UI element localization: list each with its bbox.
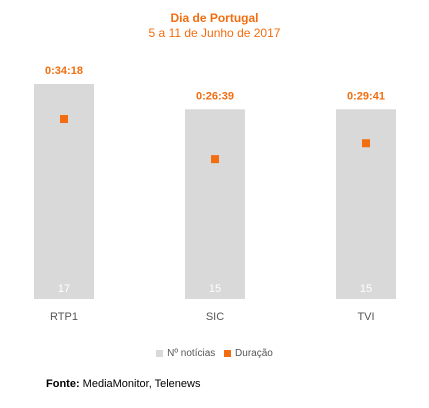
bar-value-tvi: 15: [360, 283, 372, 295]
source-note: Fonte: MediaMonitor, Telenews: [46, 378, 200, 390]
chart-subtitle: 5 a 11 de Junho de 2017: [148, 26, 281, 40]
duration-marker-tvi: [362, 139, 370, 148]
duration-label-sic: 0:26:39: [196, 90, 234, 102]
duration-marker-rtp1: [60, 115, 68, 123]
legend-swatch-noticias: [156, 350, 164, 357]
bar-value-rtp1: 17: [58, 283, 70, 295]
source-text: MediaMonitor, Telenews: [82, 378, 201, 390]
legend-swatch-duracao: [224, 350, 232, 357]
legend-item-noticias: Nº notícias: [156, 348, 215, 359]
source-label: Fonte:: [46, 378, 80, 390]
chart-title: Dia de Portugal: [170, 11, 259, 25]
bar-value-sic: 15: [209, 283, 221, 295]
category-label-sic: SIC: [206, 311, 224, 323]
legend-label-noticias: Nº notícias: [167, 348, 216, 359]
legend: Nº notícias Duração: [0, 348, 429, 360]
category-label-tvi: TVI: [357, 311, 374, 323]
duration-label-rtp1: 0:34:18: [45, 65, 83, 77]
bar-sic: [185, 109, 245, 299]
duration-label-tvi: 0:29:41: [347, 90, 385, 102]
legend-label-duracao: Duração: [235, 348, 273, 359]
duration-marker-sic: [211, 155, 219, 164]
category-label-rtp1: RTP1: [50, 311, 78, 323]
bar-tvi: [336, 109, 396, 299]
legend-item-duracao: Duração: [224, 348, 273, 359]
